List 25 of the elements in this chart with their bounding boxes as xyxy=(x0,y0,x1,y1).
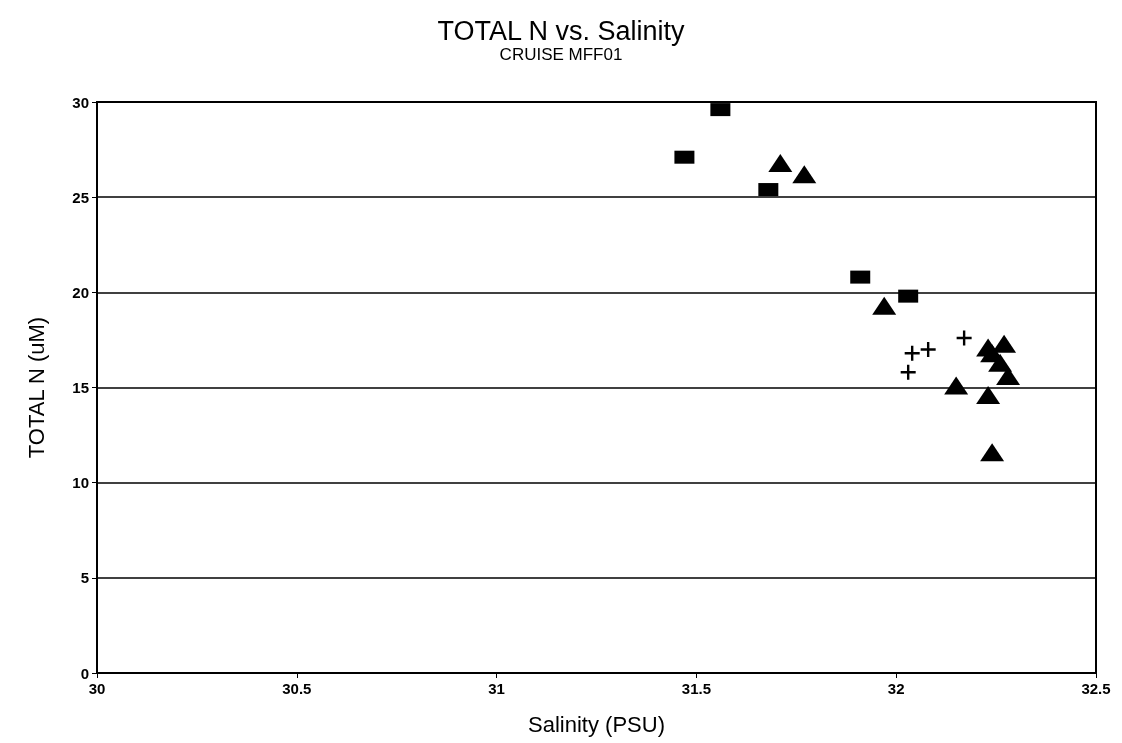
point xyxy=(992,334,1017,353)
x-axis-title: Salinity (PSU) xyxy=(528,711,665,737)
point xyxy=(980,443,1005,462)
point xyxy=(768,153,793,172)
y-tick-label: 10 xyxy=(72,474,89,492)
y-tick-label: 30 xyxy=(72,93,89,111)
y-axis-title: TOTAL N (uM) xyxy=(23,316,49,459)
point xyxy=(988,353,1013,372)
point xyxy=(920,341,936,357)
chart-subtitle: CRUISE MFF01 xyxy=(499,45,623,64)
y-tick-label: 25 xyxy=(72,188,89,206)
x-tick-label: 32.5 xyxy=(1081,680,1111,697)
y-tick-label: 0 xyxy=(80,664,89,682)
point xyxy=(872,296,897,315)
point xyxy=(944,376,969,395)
chart-title: TOTAL N vs. Salinity xyxy=(437,15,686,46)
x-tick-label: 30.5 xyxy=(282,680,312,697)
x-tick-label: 32 xyxy=(887,680,905,697)
x-tick-label: 31.5 xyxy=(681,680,711,697)
y-tick-label: 20 xyxy=(72,283,89,301)
x-tick-label: 31 xyxy=(488,680,505,697)
y-tick-label: 5 xyxy=(80,569,89,587)
point xyxy=(976,386,1001,405)
point xyxy=(792,165,817,184)
y-tick-label: 15 xyxy=(72,379,89,396)
